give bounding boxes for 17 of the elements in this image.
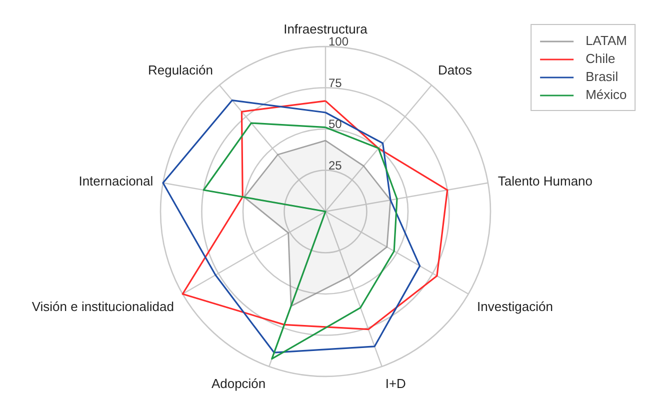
y-tick-label: 100 (328, 34, 349, 48)
spoke-label: Investigación (477, 299, 553, 314)
legend-label: Chile (586, 51, 616, 66)
spoke-label: Datos (438, 62, 472, 78)
spoke-label: I+D (385, 376, 406, 391)
legend-label: México (586, 87, 627, 102)
legend-label: Brasil (586, 69, 618, 84)
legend-label: LATAM (586, 33, 627, 48)
spoke-label: Talento Humano (498, 174, 593, 189)
spoke-label: Visión e institucionalidad (32, 299, 174, 314)
spoke-label: Regulación (148, 62, 214, 78)
y-tick-label: 50 (328, 117, 342, 131)
y-tick-label: 25 (328, 158, 342, 172)
spoke-label: Adopción (211, 376, 266, 391)
y-tick-label: 75 (328, 76, 342, 90)
spoke-label: Internacional (78, 174, 154, 189)
spoke-label: Infraestructura (284, 22, 368, 36)
